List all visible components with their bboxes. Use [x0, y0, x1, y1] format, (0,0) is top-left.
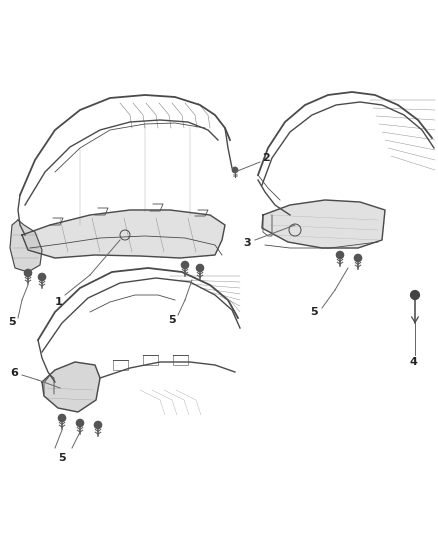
Text: 5: 5	[168, 315, 176, 325]
Text: 3: 3	[243, 238, 251, 248]
Polygon shape	[10, 220, 42, 272]
Circle shape	[232, 167, 238, 173]
Text: 5: 5	[310, 307, 318, 317]
Circle shape	[76, 419, 84, 426]
Circle shape	[196, 264, 204, 272]
Circle shape	[58, 414, 66, 422]
Circle shape	[181, 261, 189, 269]
Circle shape	[336, 252, 343, 259]
Circle shape	[25, 269, 32, 277]
Polygon shape	[262, 200, 385, 248]
Text: 2: 2	[262, 153, 270, 163]
Text: 4: 4	[410, 357, 418, 367]
Text: 5: 5	[8, 317, 16, 327]
Circle shape	[95, 422, 102, 429]
Polygon shape	[22, 210, 225, 258]
Circle shape	[410, 290, 420, 300]
Circle shape	[354, 254, 362, 262]
Polygon shape	[42, 362, 100, 412]
Text: 6: 6	[10, 368, 18, 378]
Text: 1: 1	[55, 297, 63, 307]
Circle shape	[39, 273, 46, 280]
Text: 5: 5	[58, 453, 66, 463]
